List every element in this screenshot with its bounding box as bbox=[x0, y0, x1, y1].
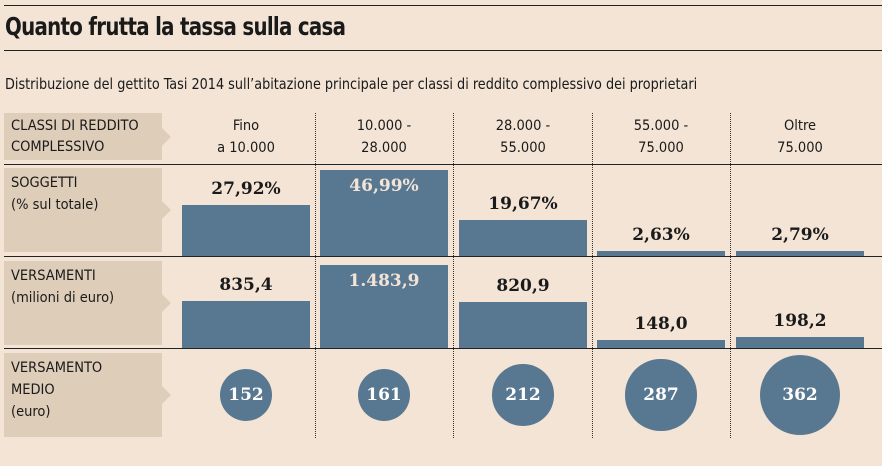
column-header-line: 28.000 bbox=[361, 140, 407, 156]
bar-soggetti bbox=[320, 170, 448, 256]
title-rule bbox=[4, 50, 882, 51]
bubble-versamento-medio: 212 bbox=[492, 364, 554, 426]
row-label-classes: CLASSI DI REDDITO COMPLESSIVO bbox=[4, 113, 171, 160]
bar-versamenti bbox=[736, 336, 864, 348]
label-line: SOGGETTI bbox=[11, 175, 78, 191]
row-divider bbox=[4, 256, 882, 257]
column-header: Oltre 75.000 bbox=[736, 115, 864, 159]
label-line: (euro) bbox=[11, 404, 51, 420]
column-header-line: 55.000 - bbox=[633, 118, 689, 134]
column-separator bbox=[315, 113, 316, 438]
data-label: 362 bbox=[782, 385, 818, 405]
bar-soggetti bbox=[597, 251, 725, 256]
column-separator bbox=[730, 113, 731, 438]
data-label: 2,63% bbox=[632, 225, 690, 245]
bubble-versamento-medio: 161 bbox=[358, 369, 410, 421]
bar-versamenti bbox=[182, 301, 310, 348]
data-label: 148,0 bbox=[634, 313, 688, 334]
row-label-versamenti: VERSAMENTI (milioni di euro) bbox=[4, 261, 171, 345]
chart-title: Quanto frutta la tassa sulla casa bbox=[5, 12, 346, 41]
column-header-line: Oltre bbox=[783, 118, 817, 134]
bar-soggetti bbox=[182, 204, 310, 256]
bar-soggetti bbox=[459, 220, 587, 256]
data-label: 27,92% bbox=[211, 178, 281, 199]
label-line: COMPLESSIVO bbox=[11, 139, 105, 155]
label-line: VERSAMENTI bbox=[11, 268, 96, 284]
label-line: VERSAMENTO bbox=[11, 360, 103, 376]
row-divider bbox=[4, 164, 882, 165]
data-label: 212 bbox=[505, 384, 541, 405]
label-line: (milioni di euro) bbox=[11, 290, 115, 306]
bubble-versamento-medio: 152 bbox=[220, 369, 272, 421]
column-separator bbox=[453, 113, 454, 438]
data-label: 19,67% bbox=[488, 194, 558, 214]
column-header-line: 75.000 bbox=[777, 140, 823, 156]
column-separator bbox=[592, 113, 593, 438]
column-header-line: Fino bbox=[232, 118, 260, 134]
column-header-line: a 10.000 bbox=[217, 140, 275, 156]
data-label: 198,2 bbox=[773, 310, 827, 331]
chart-subtitle: Distribuzione del gettito Tasi 2014 sull… bbox=[5, 75, 698, 93]
bar-versamenti bbox=[320, 265, 448, 348]
column-header-line: 75.000 bbox=[638, 140, 684, 156]
data-label: 1.483,9 bbox=[348, 271, 420, 291]
column-header-line: 10.000 - bbox=[356, 118, 412, 134]
data-label: 152 bbox=[228, 385, 264, 405]
data-label: 820,9 bbox=[496, 276, 550, 297]
column-header: 55.000 - 75.000 bbox=[597, 115, 725, 159]
bar-versamenti bbox=[459, 302, 587, 348]
label-line: (% sul totale) bbox=[11, 197, 99, 213]
column-header: 28.000 - 55.000 bbox=[459, 115, 587, 159]
bar-versamenti bbox=[597, 339, 725, 348]
column-header: Fino a 10.000 bbox=[182, 115, 310, 159]
column-header: 10.000 - 28.000 bbox=[320, 115, 448, 159]
bubble-versamento-medio: 287 bbox=[625, 359, 697, 431]
label-line: MEDIO bbox=[11, 382, 55, 398]
data-label: 287 bbox=[643, 384, 679, 405]
bubble-versamento-medio: 362 bbox=[760, 355, 840, 435]
label-line: CLASSI DI REDDITO bbox=[11, 118, 139, 134]
top-rule bbox=[4, 5, 882, 6]
data-label: 835,4 bbox=[219, 275, 273, 296]
column-header-line: 55.000 bbox=[500, 140, 546, 156]
row-divider bbox=[4, 348, 882, 349]
data-label: 161 bbox=[366, 385, 402, 405]
row-label-soggetti: SOGGETTI (% sul totale) bbox=[4, 168, 171, 252]
data-label: 2,79% bbox=[771, 224, 829, 245]
column-header-line: 28.000 - bbox=[495, 118, 551, 134]
row-label-medio: VERSAMENTO MEDIO (euro) bbox=[4, 353, 171, 437]
data-label: 46,99% bbox=[349, 176, 419, 196]
bar-soggetti bbox=[736, 250, 864, 256]
